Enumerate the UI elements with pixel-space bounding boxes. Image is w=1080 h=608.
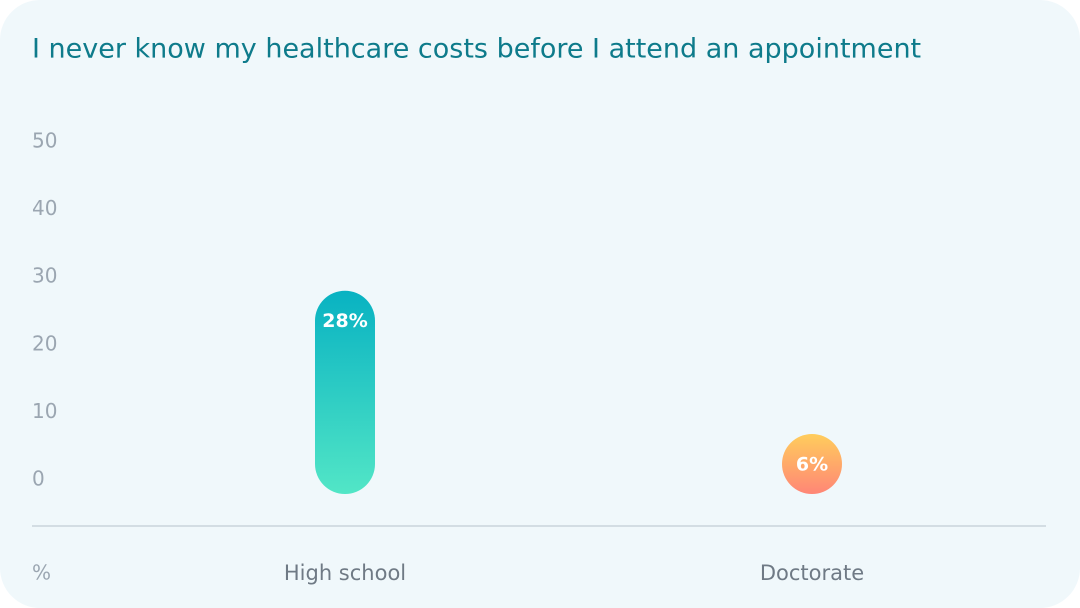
x-tick-label: High school [284,561,406,585]
bar [315,290,375,494]
bar [782,434,842,494]
y-tick-label: 0 [32,467,45,491]
y-tick-label: 10 [32,399,57,423]
y-tick-label: 20 [32,331,57,355]
y-tick-label: 50 [32,129,57,153]
y-tick-label: 30 [32,264,57,288]
value-label: 28% [322,310,367,332]
x-tick-label: Doctorate [760,561,864,585]
value-label: 6% [796,454,828,476]
y-tick-label: 40 [32,196,57,220]
chart-title: I never know my healthcare costs before … [32,34,921,65]
y-axis-label: % [32,561,51,585]
